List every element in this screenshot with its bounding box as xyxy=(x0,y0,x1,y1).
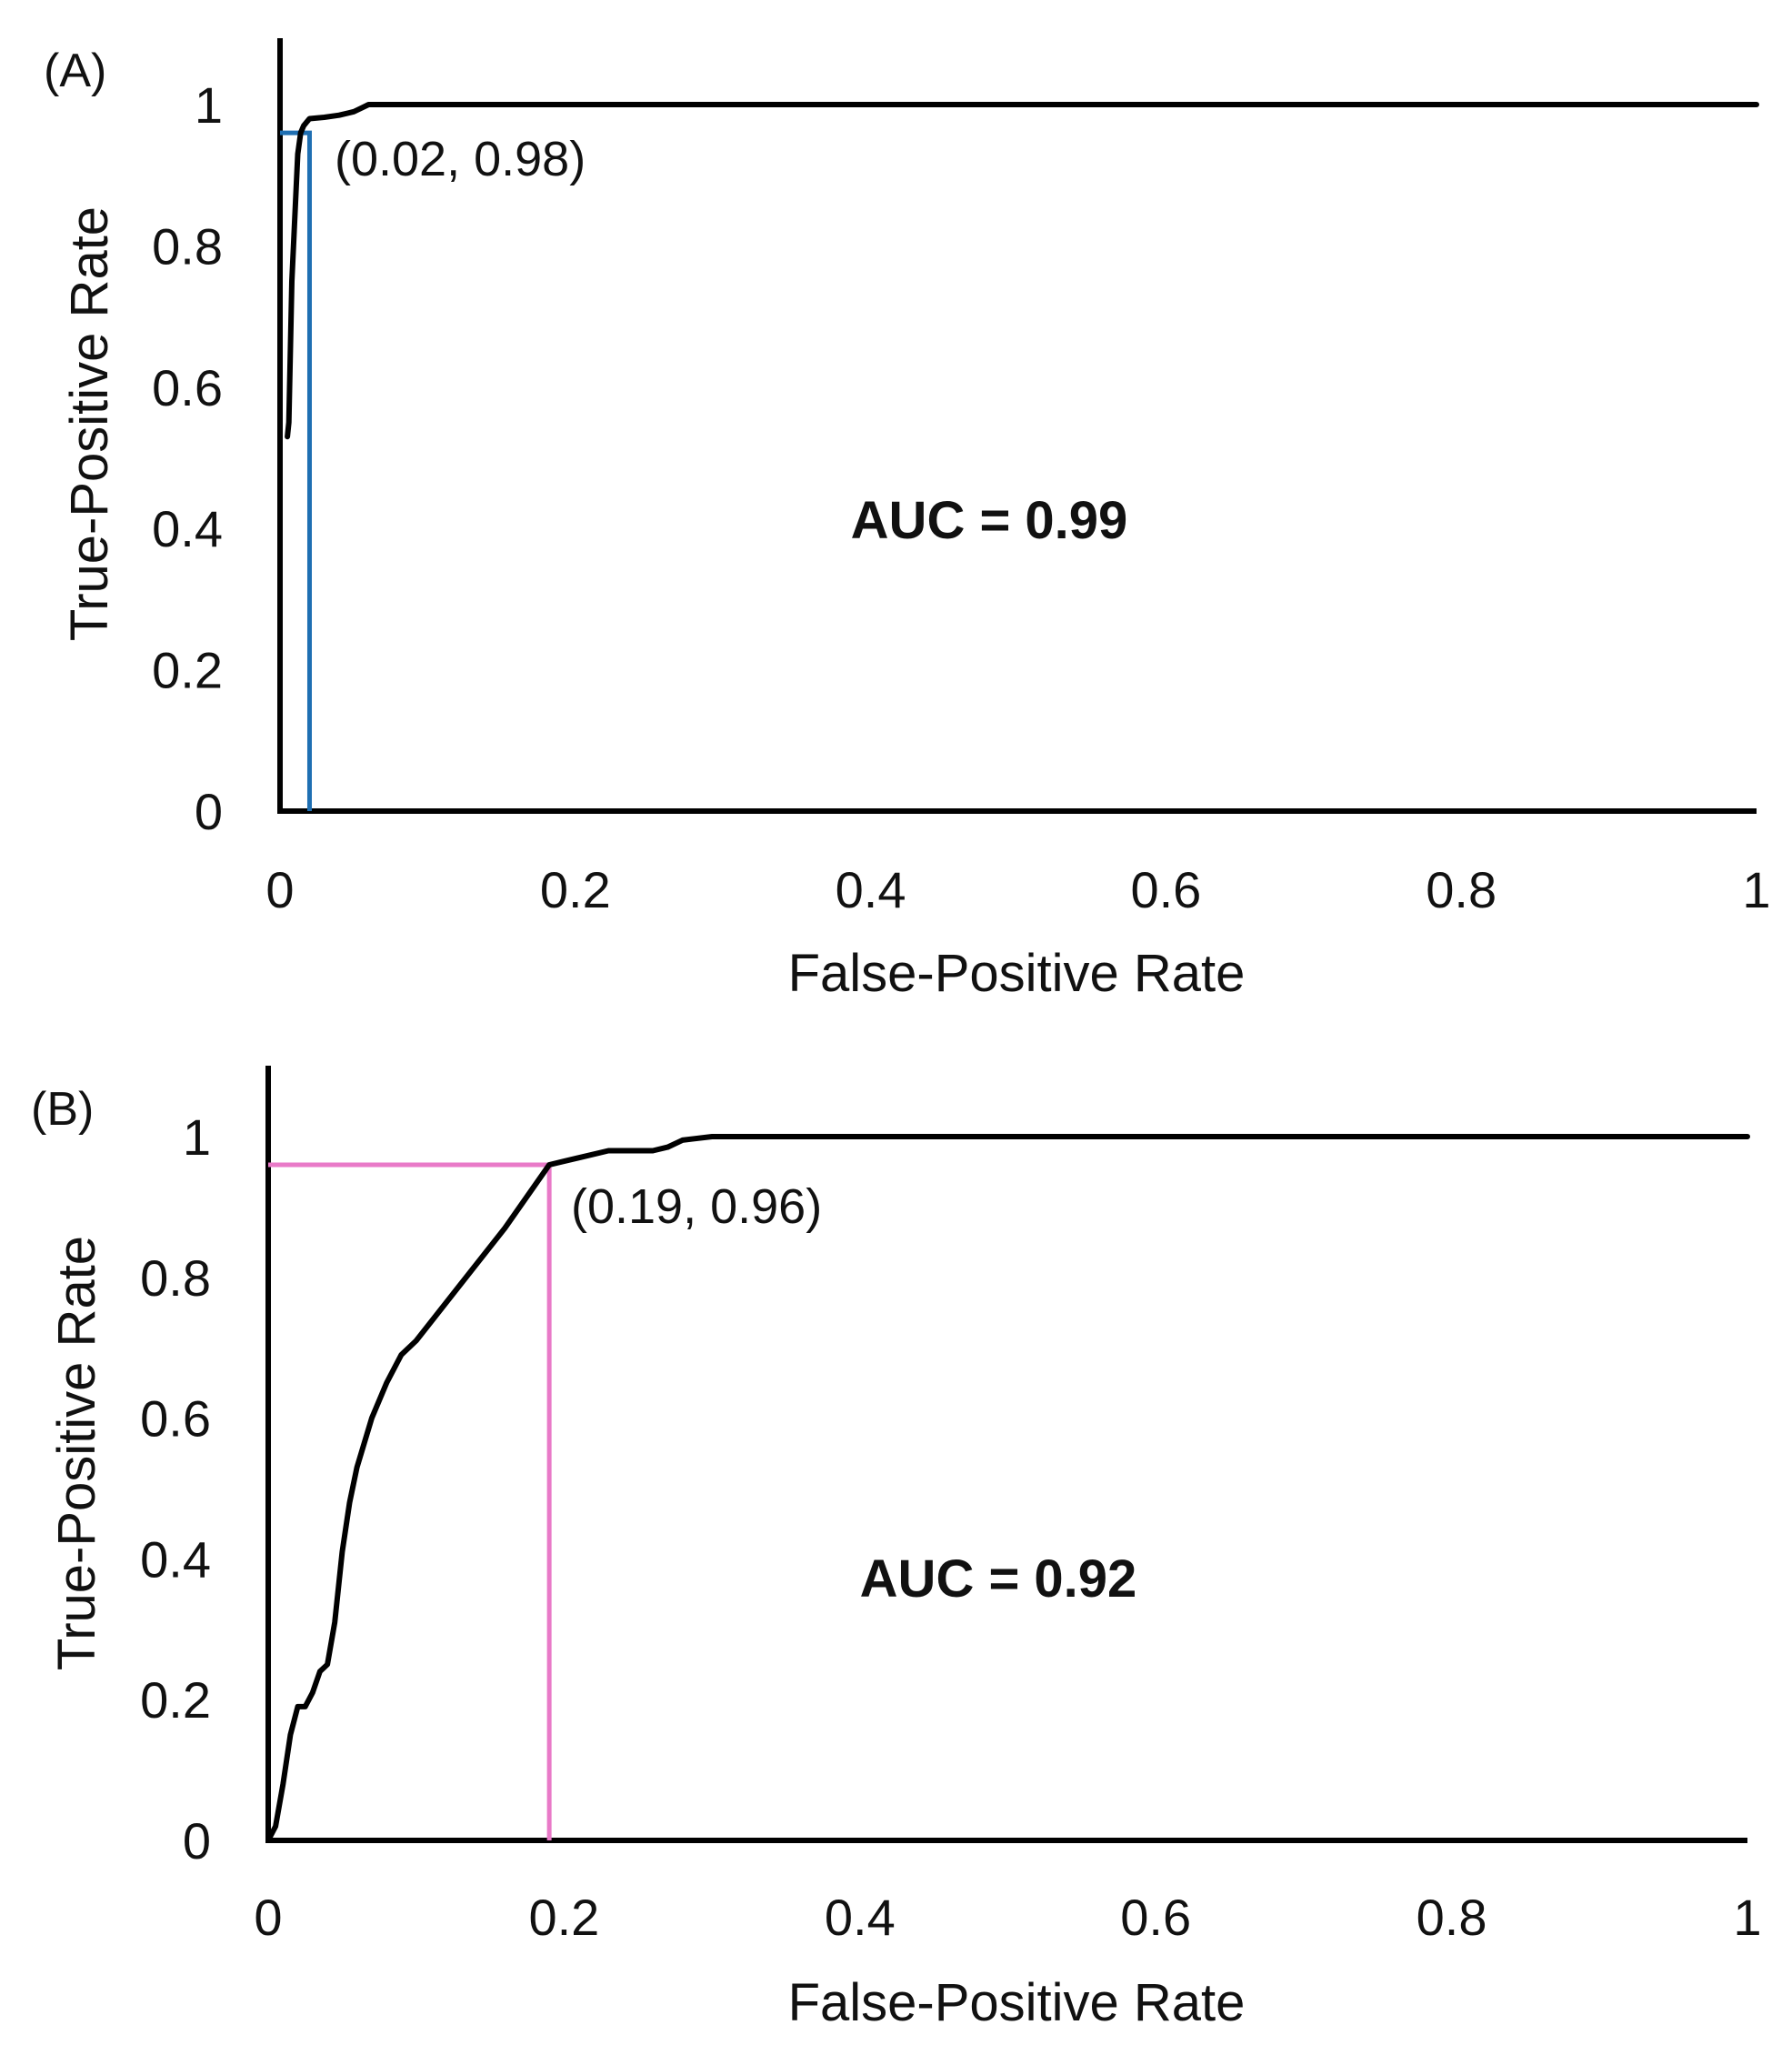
panel-b-roc-chart: (B) True-Positive Rate False-Positive Ra… xyxy=(31,1066,1762,2032)
y-axis-title: True-Positive Rate xyxy=(47,1236,106,1670)
y-tick-label: 1 xyxy=(195,76,223,134)
cutoff-point-label: (0.19, 0.96) xyxy=(571,1179,822,1234)
auc-annotation: AUC = 0.92 xyxy=(860,1549,1137,1609)
x-tick-label: 1 xyxy=(1742,861,1770,918)
y-tick-label: 0.8 xyxy=(140,1249,211,1307)
x-tick-label: 0.2 xyxy=(528,1889,599,1946)
y-tick-label: 1 xyxy=(183,1108,211,1166)
y-tick-label: 0 xyxy=(183,1812,211,1870)
x-tick-label: 0 xyxy=(265,861,294,918)
y-tick-label: 0.8 xyxy=(152,217,223,275)
x-tick-label: 0.8 xyxy=(1426,861,1497,918)
cutoff-guide-lines xyxy=(268,1162,552,1840)
x-tick-label: 0 xyxy=(254,1889,282,1946)
y-tick-label: 0.4 xyxy=(152,500,223,557)
y-tick-label: 0.4 xyxy=(140,1530,211,1588)
x-axis-title: False-Positive Rate xyxy=(788,1973,1246,2032)
y-tick-label: 0.2 xyxy=(152,642,223,699)
y-axis-title: True-Positive Rate xyxy=(60,206,119,641)
panel-label: (B) xyxy=(31,1083,94,1136)
x-tick-label: 0.8 xyxy=(1417,1889,1487,1946)
y-tick-label: 0.6 xyxy=(140,1390,211,1448)
x-tick-label: 1 xyxy=(1733,1889,1761,1946)
x-tick-label: 0.2 xyxy=(540,861,611,918)
panel-label: (A) xyxy=(44,45,106,97)
cutoff-guide-lines xyxy=(280,130,312,811)
x-tick-label: 0.4 xyxy=(836,861,906,918)
panel-a-roc-chart: (A) True-Positive Rate False-Positive Ra… xyxy=(44,38,1771,1003)
roc-curve-line xyxy=(285,102,1759,440)
x-tick-label: 0.6 xyxy=(1120,1889,1191,1946)
auc-annotation: AUC = 0.99 xyxy=(851,491,1128,550)
roc-curve-line xyxy=(265,1134,1750,1843)
x-tick-label: 0.6 xyxy=(1130,861,1201,918)
y-tick-label: 0.6 xyxy=(152,359,223,416)
cutoff-point-label: (0.02, 0.98) xyxy=(335,132,586,186)
y-tick-label: 0.2 xyxy=(140,1671,211,1729)
x-tick-label: 0.4 xyxy=(825,1889,896,1946)
x-axis-title: False-Positive Rate xyxy=(788,944,1246,1003)
y-tick-label: 0 xyxy=(195,783,223,840)
